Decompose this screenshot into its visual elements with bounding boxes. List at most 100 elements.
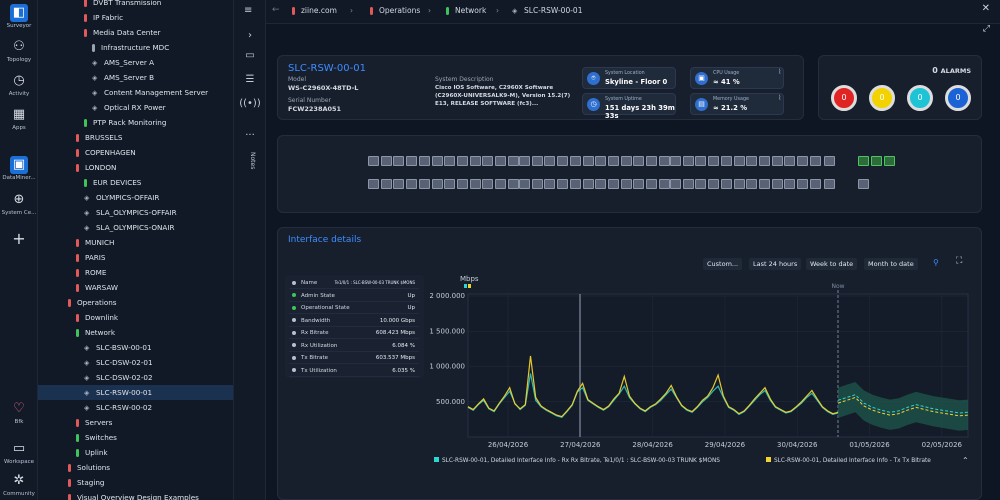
rail-item-community[interactable]: ✲ Community — [0, 472, 38, 497]
time-range-button[interactable]: Week to date — [806, 258, 858, 270]
collapse-legend-icon[interactable]: ⌃ — [962, 456, 969, 465]
tree-node[interactable]: PARIS — [76, 250, 105, 265]
switch-port[interactable] — [406, 156, 418, 166]
switch-port[interactable] — [444, 179, 456, 189]
tree-node[interactable]: ◈ SLC-DSW-02-02 — [84, 370, 153, 385]
switch-port[interactable] — [582, 156, 594, 166]
alarm-bubble[interactable]: 0 — [869, 85, 895, 111]
trend-chart-icon[interactable]: ⌇ — [778, 94, 782, 102]
tree-node[interactable]: ◈ SLC-BSW-00-01 — [84, 340, 152, 355]
tree-node[interactable]: Servers — [76, 415, 112, 430]
back-arrow-icon[interactable]: ← — [272, 5, 280, 15]
switch-port[interactable] — [582, 179, 594, 189]
rail-item-topology[interactable]: ⚇ Topology — [0, 38, 38, 63]
tree-node[interactable]: ◈ Optical RX Power — [92, 100, 166, 115]
switch-port[interactable] — [507, 156, 519, 166]
switch-port[interactable] — [519, 156, 530, 166]
tree-node[interactable]: ◈ AMS_Server B — [92, 70, 154, 85]
time-range-button[interactable]: Last 24 hours — [749, 258, 802, 270]
switch-port[interactable] — [871, 156, 882, 166]
switch-port[interactable] — [418, 179, 430, 189]
switch-port[interactable] — [809, 156, 821, 166]
switch-port[interactable] — [682, 179, 694, 189]
switch-port[interactable] — [595, 156, 607, 166]
tree-node[interactable]: ◈ AMS_Server A — [92, 55, 154, 70]
switch-port[interactable] — [771, 156, 783, 166]
rail-item-add[interactable]: + — [0, 230, 38, 248]
switch-port[interactable] — [733, 179, 745, 189]
switch-port[interactable] — [495, 156, 506, 166]
tree-node[interactable]: ◈ SLC-DSW-02-01 — [84, 355, 153, 370]
tree-node[interactable]: Visual Overview Design Examples — [68, 490, 199, 500]
switch-port[interactable] — [746, 156, 758, 166]
switch-port[interactable] — [531, 179, 543, 189]
tree-node[interactable]: MUNICH — [76, 235, 114, 250]
tree-node[interactable]: Staging — [68, 475, 104, 490]
sliders-icon[interactable]: ☰ — [245, 74, 255, 85]
switch-port[interactable] — [519, 179, 530, 189]
switch-port[interactable] — [495, 179, 506, 189]
close-icon[interactable]: ✕ — [981, 3, 990, 14]
switch-port[interactable] — [633, 156, 645, 166]
alarm-bubble[interactable]: 0 — [907, 85, 933, 111]
switch-port[interactable] — [670, 179, 681, 189]
tree-node[interactable]: ◈ SLC-RSW-00-02 — [84, 400, 152, 415]
switch-port[interactable] — [595, 179, 607, 189]
tree-node[interactable]: Operations — [68, 295, 117, 310]
switch-port[interactable] — [456, 156, 468, 166]
switch-port[interactable] — [746, 179, 758, 189]
breadcrumb-root[interactable]: ziine.com — [292, 6, 337, 15]
switch-port[interactable] — [708, 179, 720, 189]
chevron-right-icon[interactable]: › — [248, 30, 252, 41]
switch-port[interactable] — [797, 179, 808, 189]
switch-port[interactable] — [507, 179, 519, 189]
switch-port[interactable] — [884, 156, 895, 166]
switch-port[interactable] — [633, 179, 645, 189]
switch-port[interactable] — [758, 179, 770, 189]
monitor-icon[interactable]: ▭ — [245, 50, 255, 61]
switch-port[interactable] — [368, 156, 379, 166]
notes-tab[interactable]: Notes — [249, 152, 256, 170]
switch-port[interactable] — [695, 156, 707, 166]
switch-port[interactable] — [824, 179, 835, 189]
switch-port[interactable] — [544, 156, 556, 166]
breadcrumb-element[interactable]: ◈ SLC-RSW-00-01 — [512, 6, 583, 15]
switch-port[interactable] — [557, 179, 569, 189]
switch-port[interactable] — [758, 156, 770, 166]
switch-port[interactable] — [858, 156, 869, 166]
breadcrumb-network[interactable]: Network — [446, 6, 486, 15]
switch-port[interactable] — [531, 156, 543, 166]
switch-port[interactable] — [482, 179, 494, 189]
tree-node[interactable]: PTP Rack Monitoring — [84, 115, 166, 130]
expand-icon[interactable]: ⛶ — [956, 256, 963, 266]
fullscreen-icon[interactable]: ⤢ — [982, 24, 990, 34]
time-range-button[interactable]: Custom... — [703, 258, 743, 270]
switch-port[interactable] — [784, 156, 796, 166]
switch-port[interactable] — [368, 179, 379, 189]
trend-chart-icon[interactable]: ⌇ — [778, 68, 782, 76]
switch-port[interactable] — [784, 179, 796, 189]
tree-node[interactable]: Media Data Center — [84, 25, 161, 40]
switch-port[interactable] — [797, 156, 808, 166]
tree-node[interactable]: Network — [76, 325, 115, 340]
tree-node[interactable]: LONDON — [76, 160, 116, 175]
switch-port[interactable] — [708, 156, 720, 166]
alarm-bubble[interactable]: 0 — [945, 85, 971, 111]
switch-port[interactable] — [406, 179, 418, 189]
rail-item-bfk[interactable]: ♡ Bfk — [0, 400, 38, 425]
rail-item-surveyor[interactable]: ◧ Surveyor — [0, 4, 38, 29]
tree-node[interactable]: ◈ OLYMPICS-OFFAIR — [84, 190, 159, 205]
tree-node[interactable]: WARSAW — [76, 280, 118, 295]
tree-node[interactable]: ◈ SLC-RSW-00-01 — [38, 385, 233, 400]
switch-port[interactable] — [380, 156, 392, 166]
interface-bitrate-chart[interactable]: 2 000.000 1 500.000 1 000.000 500.000 Mbps 26… — [430, 272, 975, 472]
switch-port[interactable] — [646, 179, 657, 189]
tree-node[interactable]: IP Fabric — [84, 10, 123, 25]
alarm-bubble[interactable]: 0 — [831, 85, 857, 111]
switch-port[interactable] — [646, 156, 657, 166]
rail-item-apps[interactable]: ▦ Apps — [0, 106, 38, 131]
switch-port[interactable] — [682, 156, 694, 166]
switch-port[interactable] — [469, 156, 481, 166]
switch-port[interactable] — [569, 179, 581, 189]
switch-port[interactable] — [771, 179, 783, 189]
